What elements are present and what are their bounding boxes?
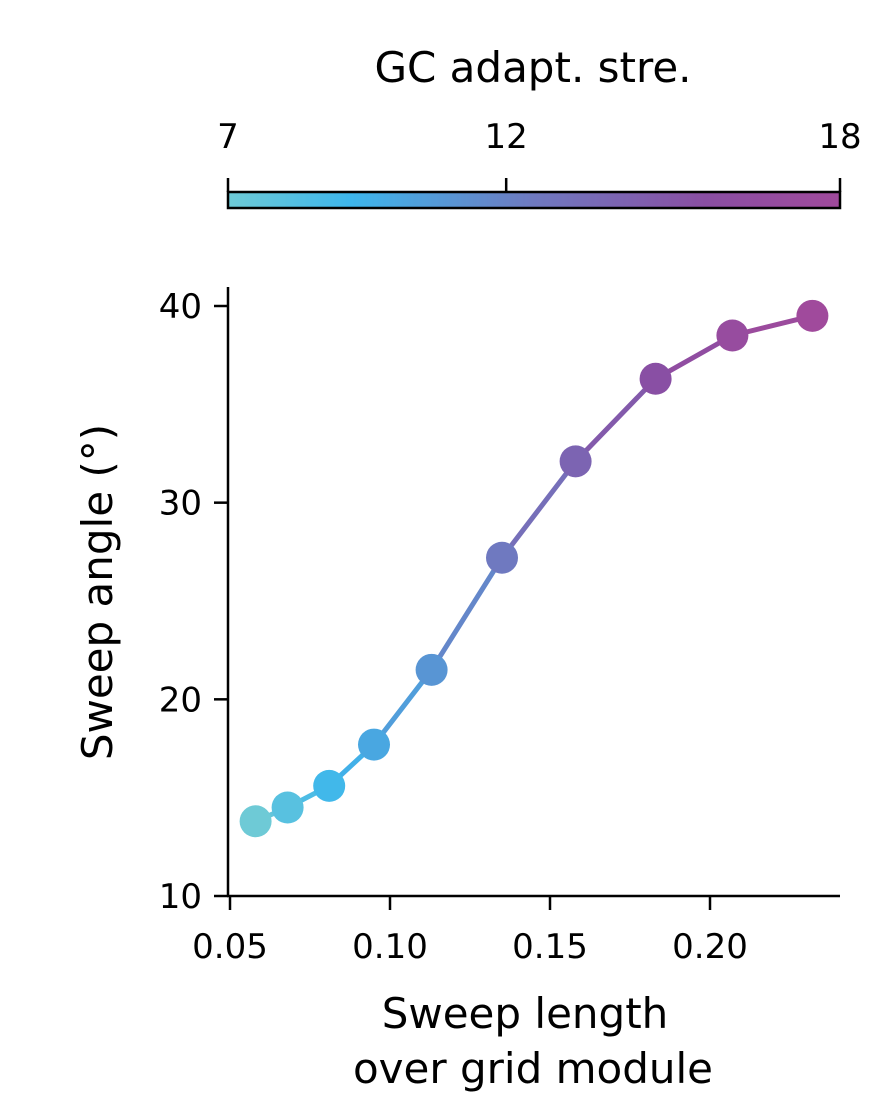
series-line-segment	[499, 458, 579, 561]
colorbar-tick-label: 7	[217, 117, 239, 157]
data-point	[559, 445, 592, 478]
data-point	[716, 319, 749, 352]
x-axis-label-line-1: Sweep length	[382, 989, 669, 1038]
data-point	[639, 362, 672, 395]
series-line-segment	[573, 376, 659, 464]
x-tick-label: 0.05	[192, 927, 268, 967]
plot-area: 0.05 0.10 0.15 0.20 10 20 30 40	[159, 287, 840, 967]
data-point	[796, 299, 829, 332]
series-line	[253, 313, 815, 824]
data-point	[358, 728, 390, 761]
y-tick-label: 40	[159, 287, 202, 327]
x-ticks: 0.05 0.10 0.15 0.20	[192, 896, 748, 967]
data-point	[313, 769, 346, 802]
x-axis-label-line-2: over grid module	[353, 1044, 713, 1093]
data-point	[415, 653, 448, 686]
y-tick-label: 10	[159, 877, 202, 917]
data-point	[271, 791, 304, 824]
colorbar-gradient	[226, 190, 842, 210]
data-point	[239, 805, 272, 838]
y-ticks: 10 20 30 40	[159, 287, 228, 917]
y-tick-label: 20	[159, 680, 202, 720]
x-tick-label: 0.10	[352, 927, 428, 967]
colorbar: GC adapt. stre. 7 12 18	[217, 43, 862, 210]
colorbar-ticks: 7 12 18	[217, 117, 862, 192]
x-tick-label: 0.15	[512, 927, 588, 967]
colorbar-label: GC adapt. stre.	[374, 43, 691, 92]
series-points	[239, 299, 829, 838]
colorbar-tick-label: 18	[818, 117, 861, 157]
x-tick-label: 0.20	[672, 927, 748, 967]
y-axis-label: Sweep angle (°)	[73, 424, 122, 760]
series-line-segment	[429, 555, 505, 673]
y-tick-label: 30	[159, 484, 202, 524]
colorbar-tick-label: 12	[485, 117, 528, 157]
data-point	[486, 541, 518, 574]
